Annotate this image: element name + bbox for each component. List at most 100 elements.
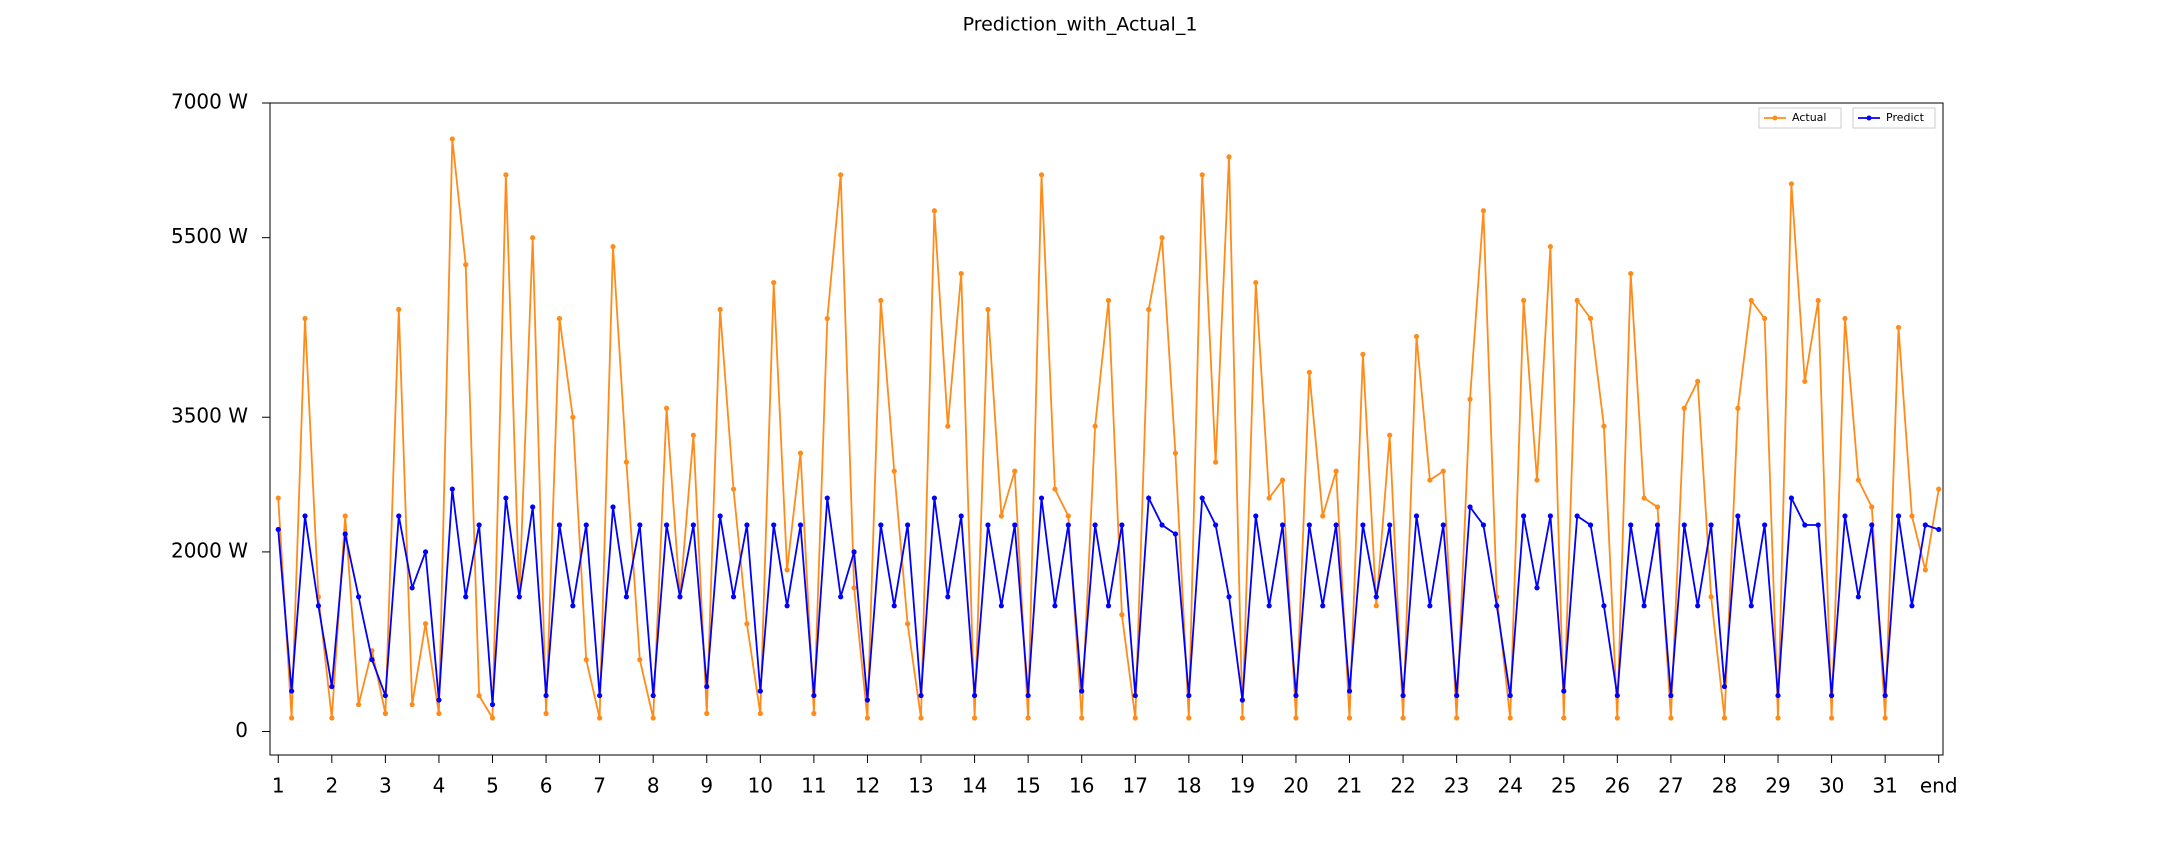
point: [1038, 495, 1045, 501]
point: [1815, 297, 1821, 304]
point: [1587, 315, 1594, 322]
point: [1695, 603, 1701, 609]
x-tick-label: 11: [801, 774, 826, 798]
point: [1855, 477, 1861, 483]
point: [1909, 603, 1915, 609]
point: [971, 692, 978, 699]
point: [1052, 603, 1058, 609]
point: [449, 136, 455, 142]
point: [1869, 504, 1875, 510]
point: [878, 522, 884, 528]
point: [476, 692, 482, 699]
point: [570, 414, 576, 420]
x-tick-label: 9: [700, 774, 713, 798]
point: [1601, 423, 1607, 429]
point: [637, 657, 643, 663]
point: [1467, 504, 1473, 510]
point: [998, 603, 1004, 609]
point: [971, 715, 978, 721]
point: [1346, 688, 1353, 694]
point: [1922, 567, 1928, 573]
point: [998, 513, 1004, 519]
point: [1239, 715, 1245, 721]
point: [851, 585, 857, 591]
point: [543, 710, 549, 717]
point: [289, 715, 295, 721]
point: [784, 603, 790, 609]
x-tick-label: 18: [1176, 774, 1201, 798]
x-tick-label: 12: [855, 774, 880, 798]
point: [1052, 486, 1058, 492]
point: [1065, 522, 1071, 528]
x-tick-label: 30: [1819, 774, 1844, 798]
point: [663, 405, 670, 411]
point: [1668, 715, 1674, 721]
point: [530, 504, 536, 510]
point: [1306, 369, 1312, 375]
point: [610, 504, 616, 510]
point: [677, 594, 683, 600]
point: [1360, 351, 1366, 357]
point: [1427, 477, 1433, 483]
point: [1895, 513, 1902, 519]
point: [1828, 692, 1835, 699]
point: [449, 486, 455, 492]
point: [1775, 715, 1781, 721]
x-tick-label: 19: [1230, 774, 1255, 798]
point: [958, 513, 964, 519]
point: [1400, 692, 1406, 699]
x-tick-label: 24: [1497, 774, 1522, 798]
point: [797, 522, 804, 528]
point: [1239, 697, 1245, 703]
x-tick-label: 3: [379, 774, 392, 798]
point: [1748, 603, 1754, 609]
point: [1695, 378, 1701, 384]
point: [1266, 603, 1272, 609]
point: [1132, 692, 1138, 699]
point: [985, 522, 991, 528]
point: [1320, 513, 1326, 519]
x-tick-label: 15: [1015, 774, 1040, 798]
point: [275, 526, 281, 533]
x-tick-label: 28: [1712, 774, 1737, 798]
point: [1440, 468, 1446, 474]
point: [945, 423, 951, 429]
point: [1159, 235, 1165, 241]
point: [1534, 477, 1540, 483]
point: [1574, 297, 1580, 304]
y-tick-label: 2000 W: [171, 538, 248, 562]
point: [623, 459, 630, 465]
point: [1454, 692, 1460, 699]
point: [1788, 495, 1795, 501]
point: [1936, 526, 1942, 533]
point: [1480, 208, 1487, 214]
point: [931, 495, 938, 501]
point: [1547, 513, 1553, 519]
point: [985, 306, 991, 313]
point: [489, 715, 496, 721]
point: [1855, 594, 1861, 600]
point: [824, 315, 830, 322]
legend-label: Predict: [1886, 111, 1925, 124]
point: [436, 710, 442, 717]
point: [1561, 715, 1567, 721]
point: [1105, 297, 1112, 304]
point: [315, 603, 322, 609]
point: [1387, 522, 1393, 528]
point: [1614, 715, 1620, 721]
point: [1748, 297, 1754, 304]
point: [1320, 603, 1326, 609]
point: [382, 692, 388, 699]
point: [583, 657, 589, 663]
point: [409, 585, 415, 591]
point: [1092, 522, 1098, 528]
point: [650, 715, 656, 721]
point: [918, 692, 924, 699]
point: [1802, 378, 1808, 384]
point: [771, 522, 777, 528]
x-tick-label: 21: [1337, 774, 1362, 798]
point: [1882, 692, 1888, 699]
y-tick-label: 3500 W: [171, 404, 248, 428]
point: [838, 594, 844, 600]
